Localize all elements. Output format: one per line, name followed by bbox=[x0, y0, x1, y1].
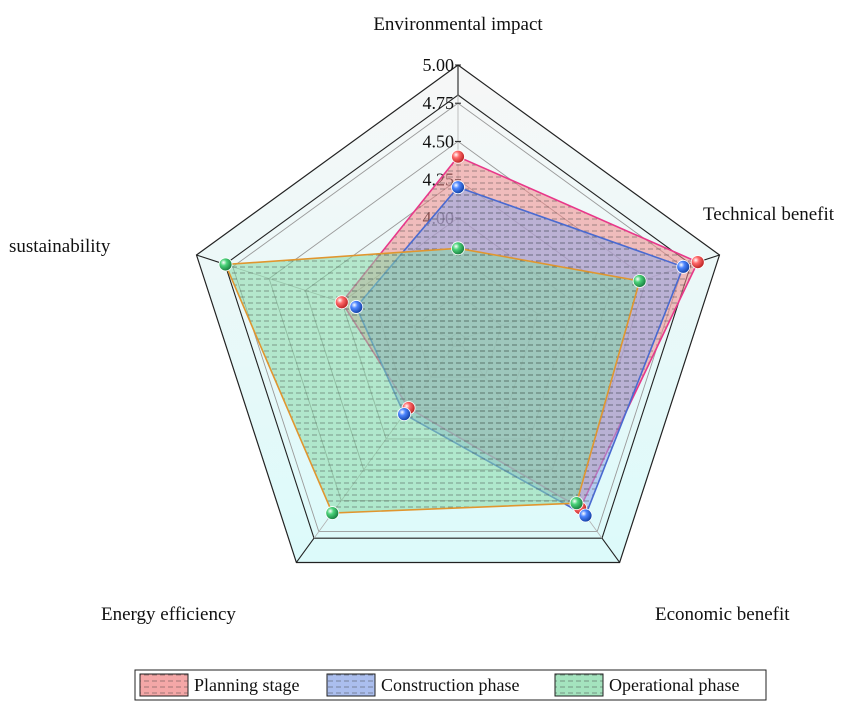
data-point bbox=[451, 180, 465, 195]
legend-box bbox=[134, 669, 767, 701]
data-point bbox=[325, 506, 340, 520]
legend-label: Planning stage bbox=[194, 675, 300, 695]
radial-tick-label: 4.50 bbox=[423, 131, 455, 151]
series-markers bbox=[334, 149, 705, 515]
legend-label: Construction phase bbox=[381, 675, 519, 695]
legend-label: Operational phase bbox=[609, 675, 739, 695]
data-point bbox=[451, 149, 465, 164]
axis-label: Economic benefit bbox=[655, 604, 790, 625]
data-point bbox=[349, 300, 364, 314]
legend-swatch-pattern bbox=[555, 674, 603, 696]
series-markers bbox=[349, 180, 691, 523]
legend-swatch-pattern bbox=[327, 674, 375, 696]
series-markers bbox=[218, 241, 647, 520]
data-point bbox=[690, 255, 705, 270]
legend-swatch-pattern bbox=[140, 674, 188, 696]
data-point bbox=[569, 496, 584, 511]
series-operational-phase bbox=[224, 247, 641, 514]
axis-label: sustainability bbox=[9, 236, 111, 257]
data-point bbox=[578, 508, 593, 523]
axis-labels: Environmental impact Technical benefit Eco… bbox=[9, 14, 835, 625]
grid-spoke-edge bbox=[601, 537, 621, 563]
radial-tick-label: 4.75 bbox=[423, 93, 455, 113]
axis-label: Energy efficiency bbox=[101, 604, 236, 625]
data-point bbox=[218, 257, 233, 272]
data-point bbox=[451, 241, 465, 256]
axis-label: Technical benefit bbox=[703, 204, 835, 225]
data-point bbox=[632, 274, 647, 288]
radar-series bbox=[218, 149, 705, 523]
data-point bbox=[334, 295, 349, 310]
axis-label: Environmental impact bbox=[373, 14, 543, 35]
series-outline bbox=[224, 247, 641, 514]
data-point bbox=[397, 407, 412, 422]
radial-tick-label: 5.00 bbox=[423, 55, 455, 75]
data-point bbox=[676, 259, 691, 274]
grid-spoke-edge bbox=[295, 537, 315, 563]
legend: Planning stage Construction phase Operatio… bbox=[134, 669, 767, 701]
grid-inner-ring bbox=[224, 94, 692, 539]
